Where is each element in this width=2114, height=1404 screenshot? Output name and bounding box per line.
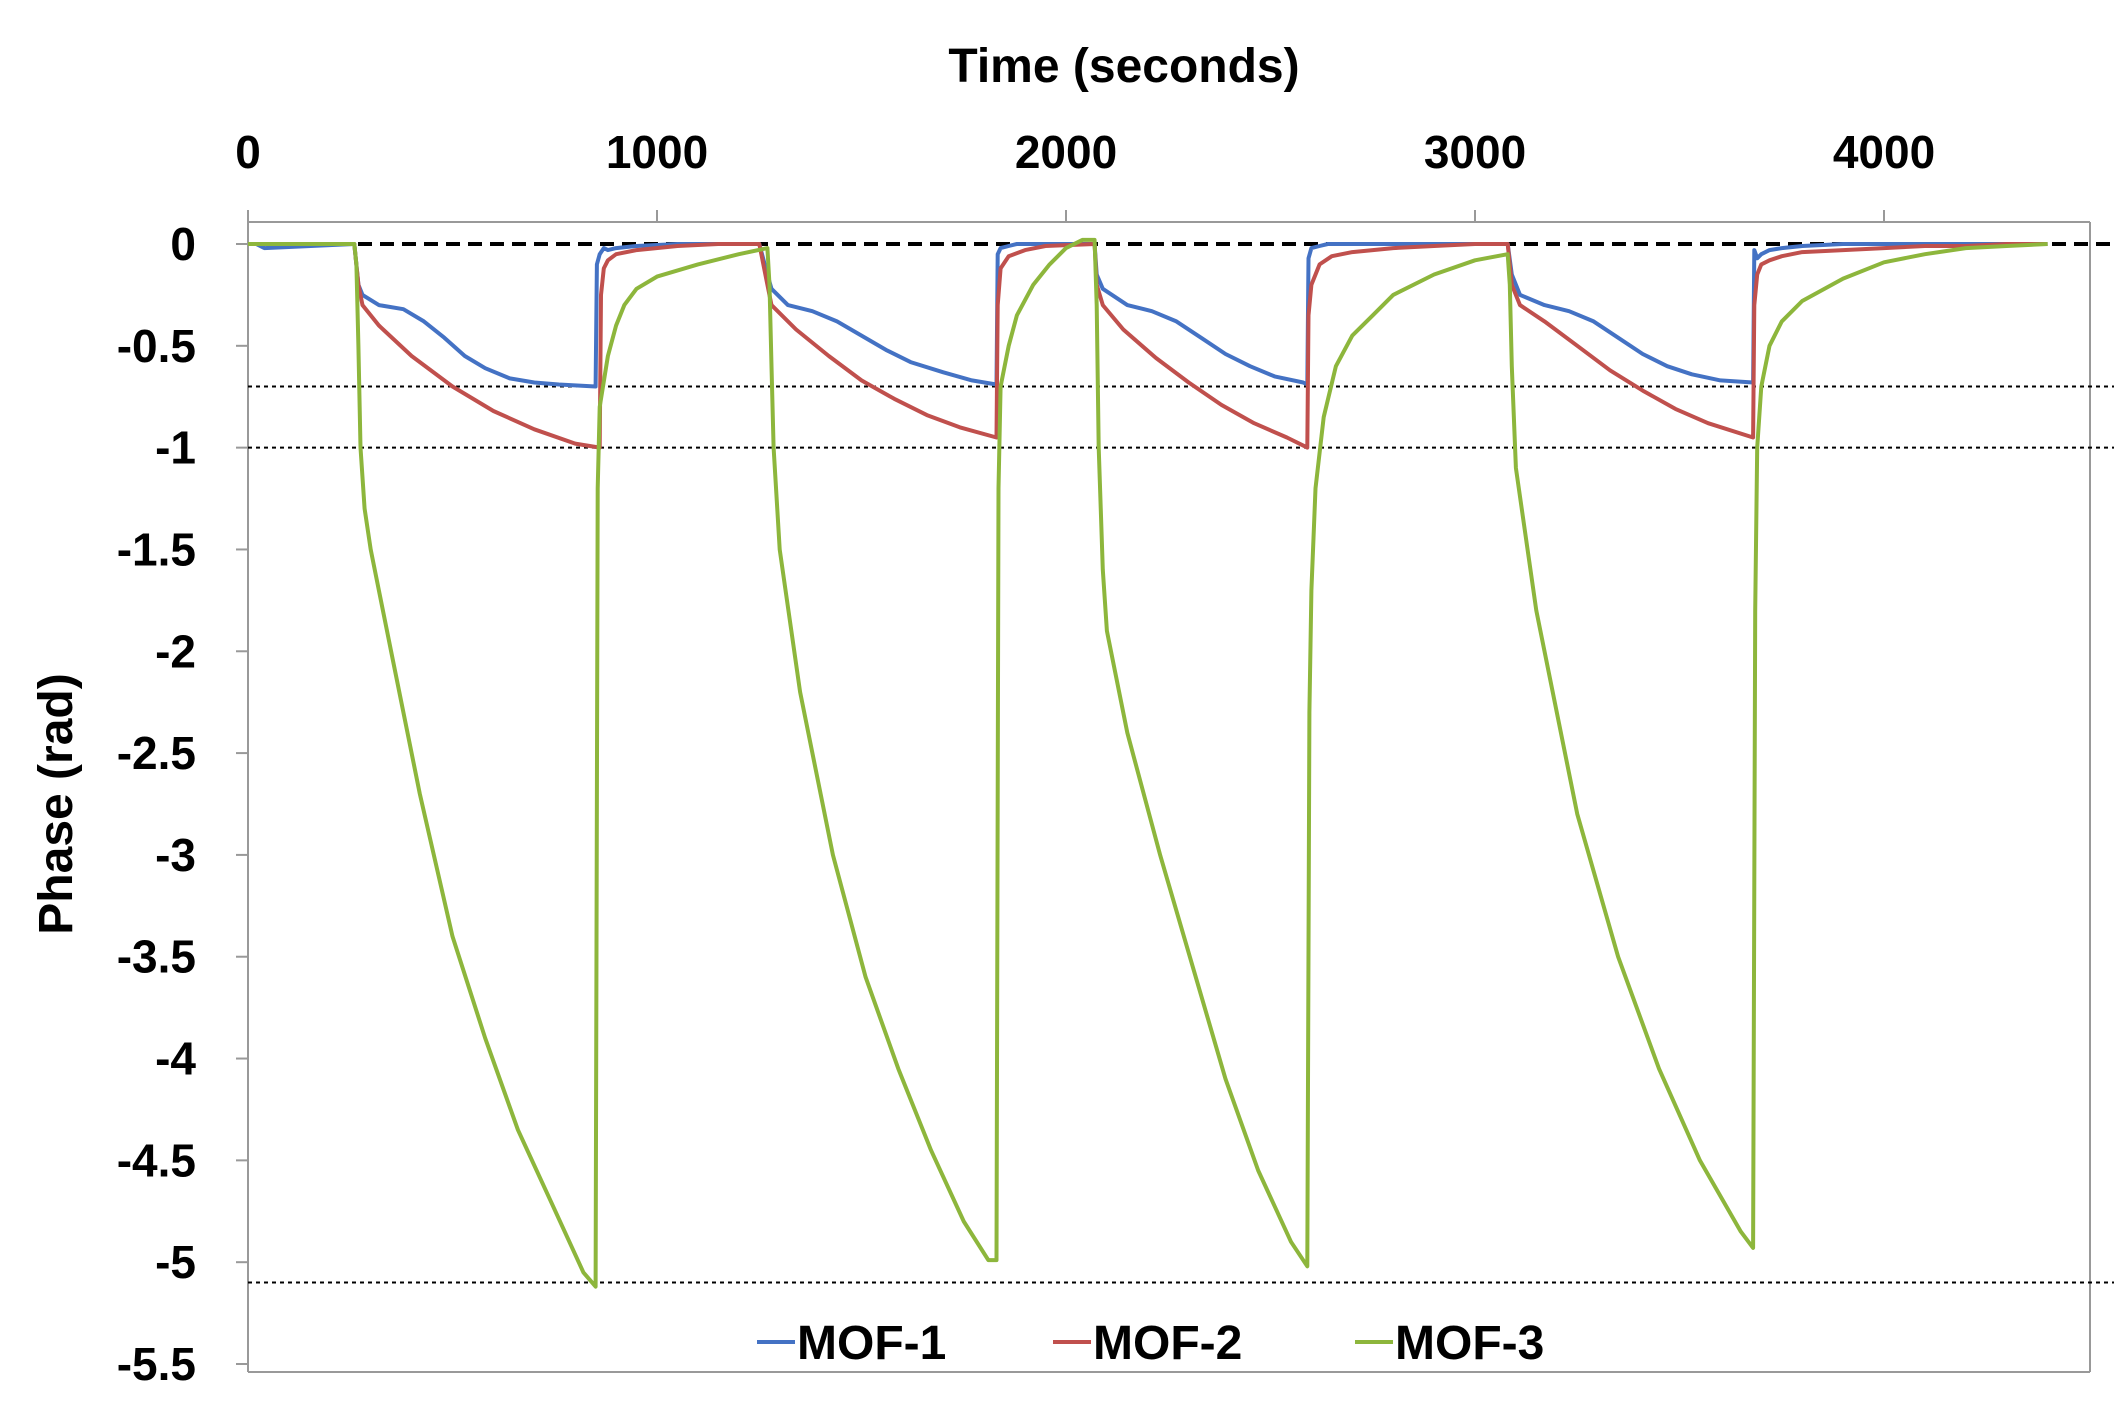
x-tick-label: 3000 [1424,126,1526,178]
series-layer [248,237,2048,1289]
x-axis-title: Time (seconds) [948,40,1299,93]
y-axis-title: Phase (rad) [30,673,83,934]
series-line-mof-3 [248,237,2048,1289]
x-axis-ticks: 0 1000 2000 3000 4000 [235,126,1935,222]
y-tick-label: -0.5 [117,320,196,372]
reference-lines [248,242,2114,1284]
y-tick-label: -1.5 [117,523,196,575]
x-tick-label: 0 [235,126,261,178]
y-tick-label: -3.5 [117,931,196,983]
x-tick-label: 1000 [606,126,708,178]
y-tick-label: -2 [155,625,196,677]
y-tick-label: -1 [155,422,196,474]
y-tick-label: -5.5 [117,1338,196,1390]
series-line-mof-2 [248,242,2048,450]
y-tick-label: -2.5 [117,727,196,779]
y-axis-ticks: 0 -0.5 -1 -1.5 -2 -2.5 -3 -3.5 -4 -4.5 -5 -5.5 [117,218,248,1390]
legend-label-mof-1: MOF-1 [797,1317,946,1370]
y-tick-label: -4.5 [117,1134,196,1186]
legend-label-mof-2: MOF-2 [1093,1317,1242,1370]
legend-label-mof-3: MOF-3 [1395,1317,1544,1370]
y-tick-label: -4 [155,1033,196,1085]
y-tick-label: 0 [170,218,196,270]
x-tick-label: 2000 [1015,126,1117,178]
y-tick-label: -5 [155,1236,196,1288]
x-tick-label: 4000 [1833,126,1935,178]
y-tick-label: -3 [155,829,196,881]
plot-frame [247,221,2091,1373]
legend: MOF-1 MOF-2 MOF-3 [757,1317,1544,1370]
